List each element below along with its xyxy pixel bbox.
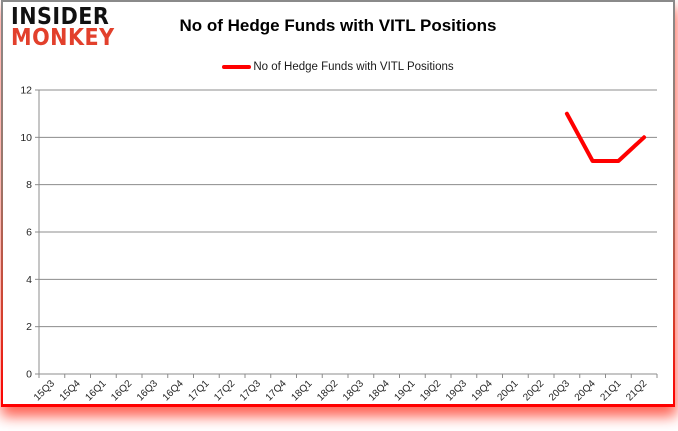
x-tick-label: 16Q2 xyxy=(109,378,134,403)
logo-insider-text: INSIDER xyxy=(11,4,110,30)
x-tick-label: 21Q1 xyxy=(598,378,623,403)
legend: No of Hedge Funds with VITL Positions xyxy=(3,61,673,73)
y-tick-label: 12 xyxy=(20,85,32,97)
x-tick-label: 16Q3 xyxy=(135,378,160,403)
legend-line-swatch xyxy=(222,65,252,69)
x-tick-label: 18Q2 xyxy=(315,378,340,403)
x-tick-label: 19Q4 xyxy=(470,378,495,403)
insider-monkey-logo: INSIDER MONKEY xyxy=(11,4,115,52)
x-tick-label: 20Q1 xyxy=(495,378,520,403)
x-tick-label: 19Q2 xyxy=(418,378,443,403)
x-tick-label: 17Q4 xyxy=(264,378,289,403)
data-line xyxy=(564,111,647,163)
y-tick-label: 2 xyxy=(26,321,32,333)
x-tick-label: 20Q3 xyxy=(547,378,572,403)
x-tick-label: 15Q4 xyxy=(58,378,83,403)
x-tick-label: 16Q1 xyxy=(83,378,108,403)
chart-card: 0 2 4 6 8 10 12 15Q3 15Q4 16Q1 16Q2 16Q3 16Q4 17Q1 17Q… xyxy=(1,0,675,407)
y-tick-label: 10 xyxy=(20,132,32,144)
x-tick-label: 20Q4 xyxy=(573,378,598,403)
x-tick-label: 18Q4 xyxy=(367,378,392,403)
x-tick-label: 18Q3 xyxy=(341,378,366,403)
chart-title: No of Hedge Funds with VITL Positions xyxy=(179,16,497,35)
x-tick-label: 17Q1 xyxy=(186,378,211,403)
x-tick-label: 19Q1 xyxy=(392,378,417,403)
x-tick-label: 19Q3 xyxy=(444,378,469,403)
y-tick-label: 4 xyxy=(26,274,32,286)
x-tick-label: 18Q1 xyxy=(289,378,314,403)
x-tick-label: 16Q4 xyxy=(161,378,186,403)
x-tick-label: 17Q2 xyxy=(212,378,237,403)
y-tick-label: 0 xyxy=(26,369,32,381)
logo-monkey-text: MONKEY xyxy=(11,25,115,52)
y-tick-label: 6 xyxy=(26,227,32,239)
x-tick-label: 21Q2 xyxy=(624,378,649,403)
legend-label: No of Hedge Funds with VITL Positions xyxy=(253,61,454,73)
x-tick-label: 15Q3 xyxy=(32,378,57,403)
y-tick-label: 8 xyxy=(26,179,32,191)
x-tick-label: 17Q3 xyxy=(238,378,263,403)
x-tick-label: 20Q2 xyxy=(521,378,546,403)
